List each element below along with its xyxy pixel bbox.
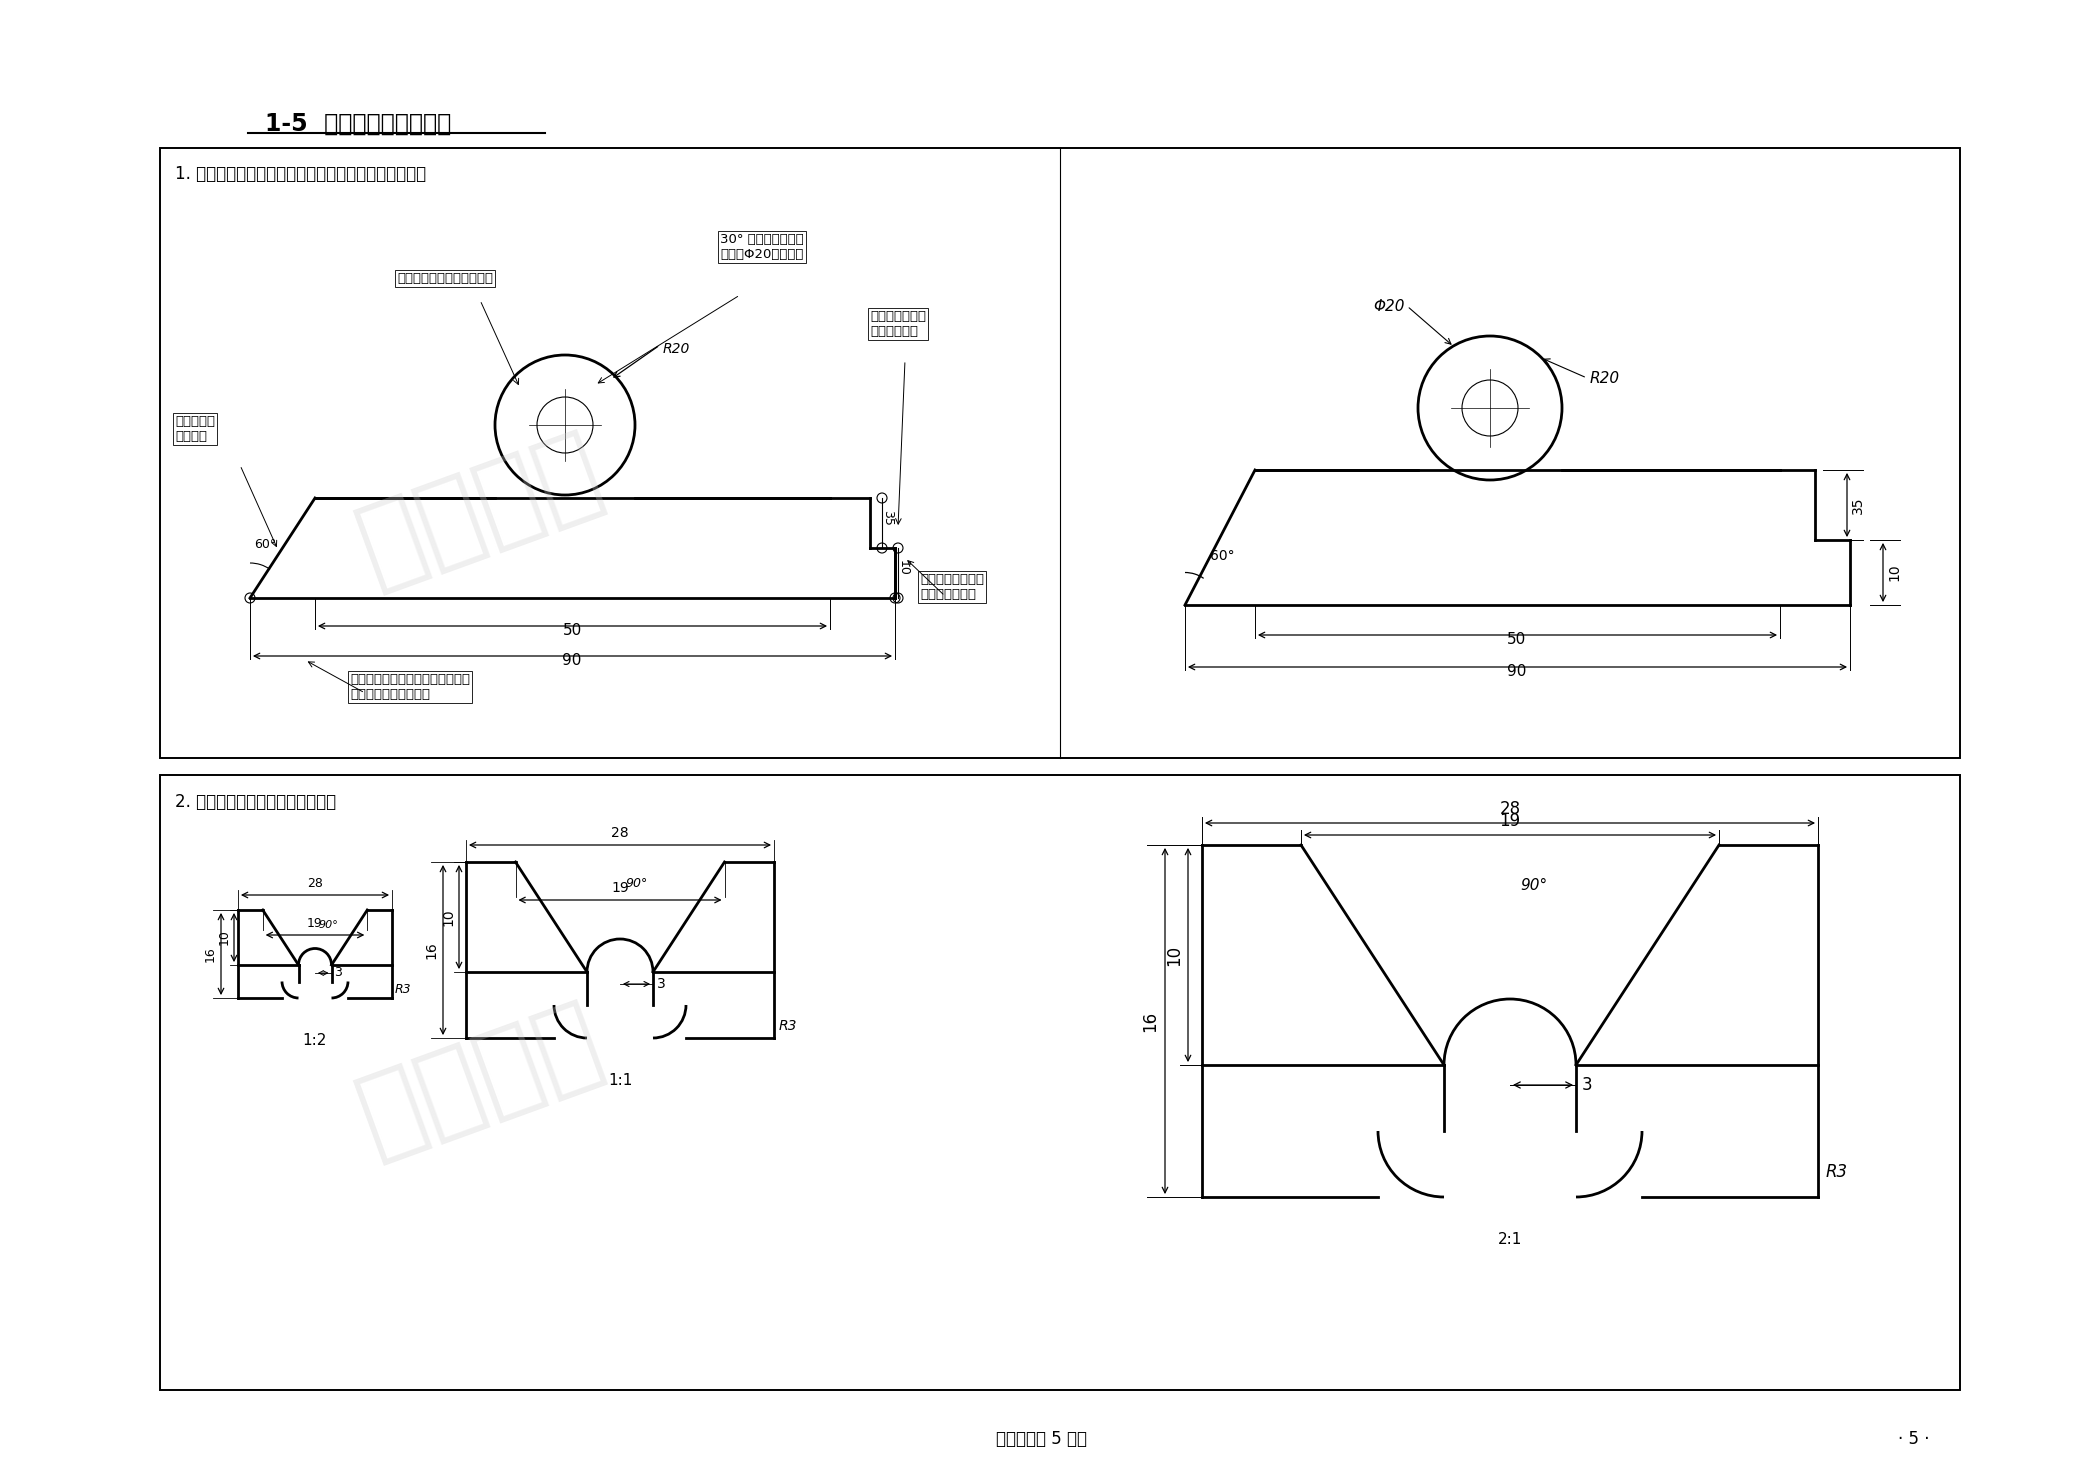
Text: 16: 16 [204,946,217,962]
Text: 3: 3 [1582,1075,1593,1094]
Text: 10: 10 [1166,945,1183,965]
Text: 尺寸线不应画在轮廓线的延长线上
箭头应画到尺寸界线上: 尺寸线不应画在轮廓线的延长线上 箭头应画到尺寸界线上 [350,673,471,701]
Text: 10: 10 [219,930,231,946]
Text: 35: 35 [1851,497,1865,514]
Text: 10: 10 [441,908,456,925]
Text: Φ20: Φ20 [1374,298,1405,313]
Text: R3: R3 [1826,1163,1849,1181]
Text: 90°: 90° [1520,878,1547,893]
Text: 30° 范围内不宜标注
尺寸，Φ20方向不对: 30° 范围内不宜标注 尺寸，Φ20方向不对 [720,234,804,261]
Text: R20: R20 [1591,370,1620,385]
Text: 60°: 60° [1210,549,1235,563]
Text: R3: R3 [396,983,412,996]
Text: R3: R3 [779,1019,797,1033]
Text: 1. 分析下图中尺寸标注的错误，在右图上正确标注尺寸: 1. 分析下图中尺寸标注的错误，在右图上正确标注尺寸 [175,165,427,184]
Text: R20: R20 [662,342,691,355]
Text: 10: 10 [1886,563,1901,580]
Text: 作业精灵: 作业精灵 [346,990,614,1171]
Text: 16: 16 [1141,1011,1160,1031]
Text: 3: 3 [335,967,341,980]
Text: 19: 19 [1499,812,1520,830]
Text: · 5 ·: · 5 · [1899,1429,1930,1448]
Text: 60°: 60° [254,538,277,551]
Text: 90°: 90° [625,877,648,890]
Text: 2. 在不同比例的图中标注图形尺寸: 2. 在不同比例的图中标注图形尺寸 [175,793,335,811]
Text: 1-5  尺寸标注练习（二）: 1-5 尺寸标注练习（二） [264,112,452,137]
Text: 35: 35 [881,510,895,526]
Bar [160,776,1959,1390]
Text: 19: 19 [612,881,629,895]
Bar [160,148,1959,758]
Text: 90°: 90° [319,920,339,930]
Text: 作业精灵: 作业精灵 [346,420,614,601]
Text: 19: 19 [308,917,323,930]
Text: （习题册第 5 页）: （习题册第 5 页） [995,1429,1087,1448]
Text: 28: 28 [1499,801,1520,818]
Text: 90: 90 [562,654,581,668]
Text: 28: 28 [306,877,323,890]
Text: 横线不允许在轮廓线处转折: 横线不允许在轮廓线处转折 [398,272,493,285]
Text: 1:2: 1:2 [302,1033,327,1047]
Text: 数字应注在尺寸线
左側且字头朝左: 数字应注在尺寸线 左側且字头朝左 [920,573,985,601]
Text: 大尺寸应标注在
小尺寸的外側: 大尺寸应标注在 小尺寸的外側 [870,310,926,338]
Text: 50: 50 [1507,632,1526,646]
Text: 1:1: 1:1 [608,1072,633,1089]
Text: 3: 3 [658,977,666,992]
Text: 50: 50 [562,623,581,638]
Text: 90: 90 [1507,664,1526,679]
Text: 28: 28 [612,826,629,840]
Text: 16: 16 [425,942,437,959]
Text: 角度数字应
水平标注: 角度数字应 水平标注 [175,416,214,444]
Text: 2:1: 2:1 [1497,1232,1522,1247]
Text: 10: 10 [897,560,910,576]
